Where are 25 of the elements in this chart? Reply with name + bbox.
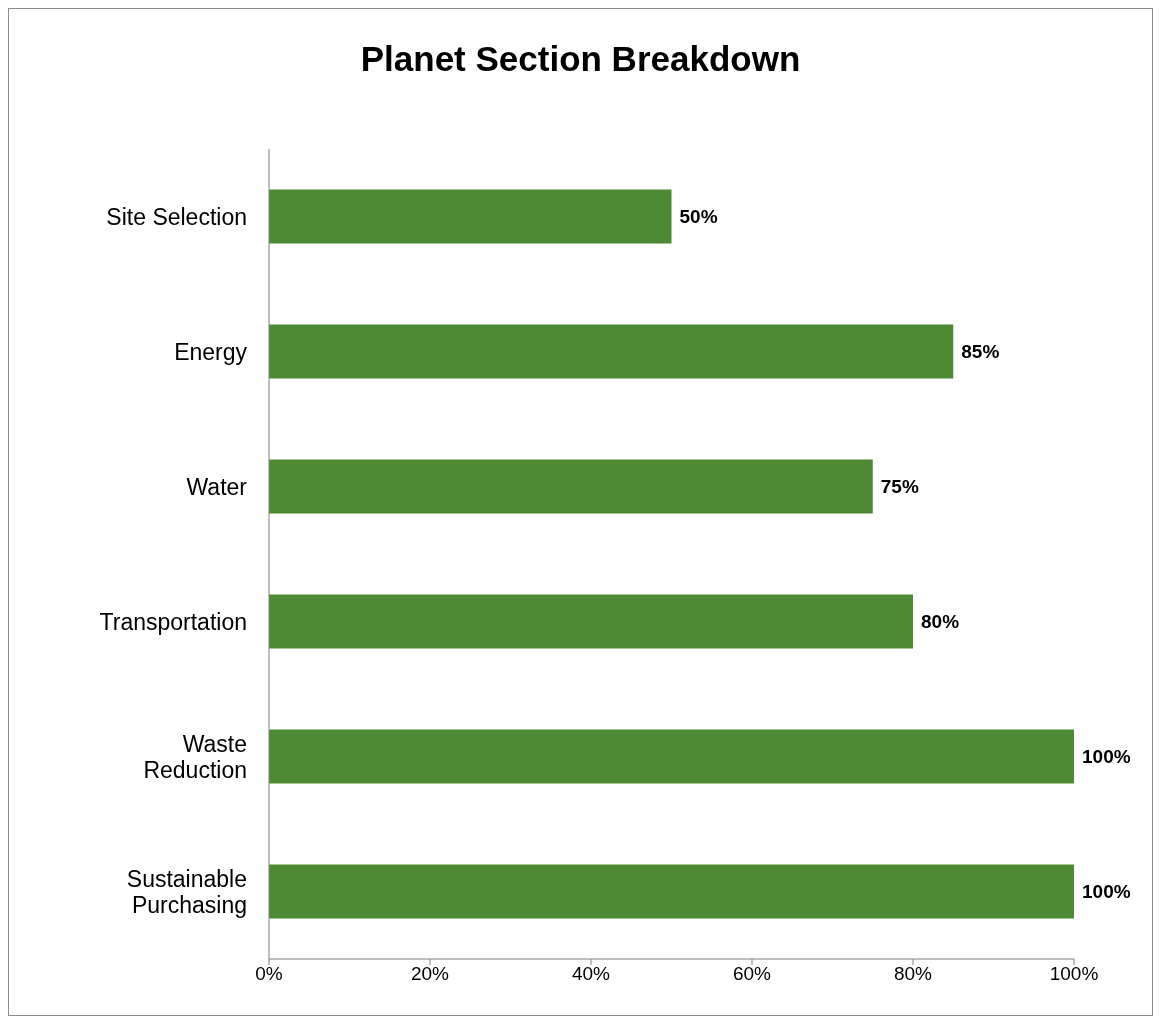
data-label: 100% bbox=[1082, 881, 1131, 902]
y-tick-label: Energy bbox=[174, 338, 248, 365]
bar bbox=[269, 729, 1074, 784]
bar bbox=[269, 189, 672, 244]
bar bbox=[269, 594, 913, 649]
bar bbox=[269, 864, 1074, 919]
y-tick-label: Transportation bbox=[99, 608, 247, 635]
x-tick-label: 0% bbox=[255, 963, 283, 985]
x-tick-label: 80% bbox=[893, 963, 933, 985]
data-label: 100% bbox=[1082, 746, 1131, 767]
y-tick-label: Site Selection bbox=[106, 203, 247, 230]
x-tick-label: 40% bbox=[571, 963, 611, 985]
data-label: 80% bbox=[921, 611, 960, 632]
y-tick-label: Sustainable Purchasing bbox=[126, 865, 247, 918]
bar bbox=[269, 324, 954, 379]
x-tick-label: 100% bbox=[1049, 963, 1099, 985]
data-label: 75% bbox=[880, 476, 919, 497]
data-label: 50% bbox=[679, 206, 718, 227]
x-tick-label: 60% bbox=[732, 963, 772, 985]
y-tick-label: Waste Reduction bbox=[143, 730, 247, 783]
data-label: 85% bbox=[961, 341, 1000, 362]
x-tick-label: 20% bbox=[410, 963, 450, 985]
chart-title: Planet Section Breakdown bbox=[359, 39, 802, 79]
bar bbox=[269, 459, 873, 514]
y-tick-label: Water bbox=[186, 473, 248, 500]
